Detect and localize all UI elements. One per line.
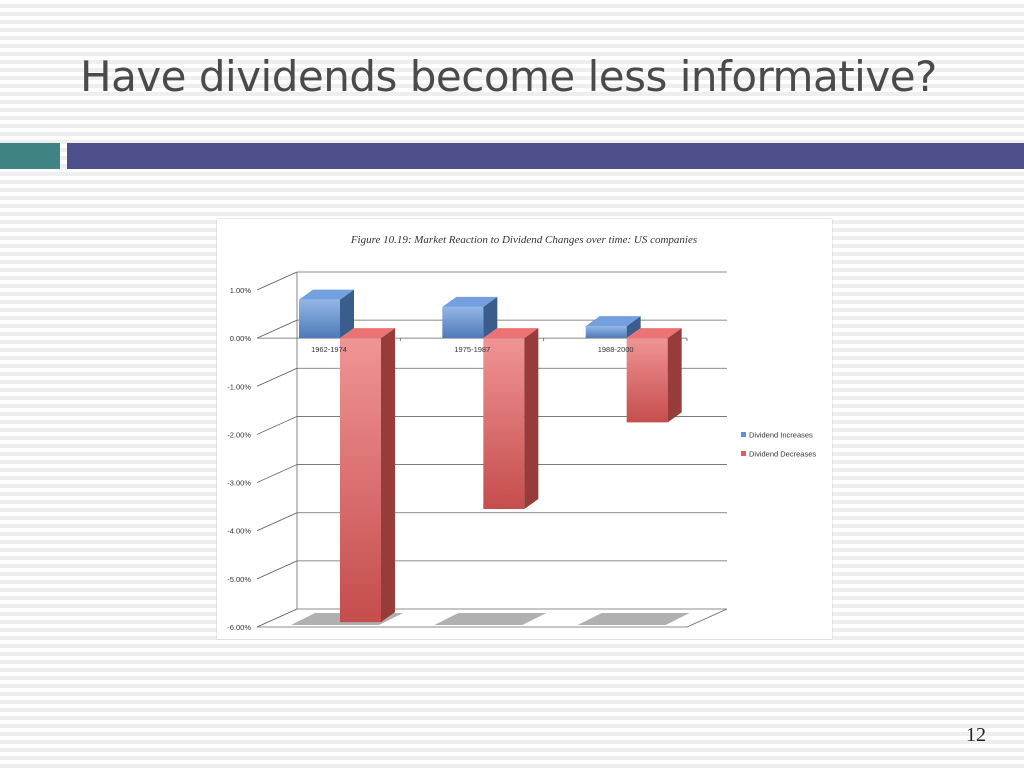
floor-shadow bbox=[434, 613, 547, 625]
gridline-depth bbox=[256, 560, 298, 580]
bar-side bbox=[524, 328, 539, 510]
bar-side bbox=[626, 316, 641, 339]
legend-swatch bbox=[741, 451, 746, 456]
y-tick-label: -6.00% bbox=[227, 623, 251, 632]
chart-figure: Figure 10.19: Market Reaction to Dividen… bbox=[217, 219, 832, 639]
accent-bar-navy bbox=[67, 143, 1024, 169]
y-tick-label: -5.00% bbox=[227, 575, 251, 584]
bar-top bbox=[585, 316, 641, 327]
gridline-depth bbox=[256, 608, 298, 628]
gridline-depth bbox=[256, 416, 298, 435]
x-tick-label: 1962-1974 bbox=[311, 345, 347, 354]
y-tick-label: -3.00% bbox=[227, 479, 251, 488]
bar-side bbox=[381, 328, 395, 623]
accent-bar-teal bbox=[0, 143, 60, 169]
bar-increase bbox=[442, 306, 484, 339]
page-number: 12 bbox=[966, 724, 986, 746]
floor-right-edge bbox=[686, 608, 728, 628]
bar-increase bbox=[585, 326, 627, 339]
bar-increase bbox=[299, 299, 340, 339]
bar-top bbox=[442, 296, 498, 307]
x-tick-label: 1975-1987 bbox=[454, 345, 490, 354]
bar-decrease bbox=[483, 338, 525, 510]
legend-label: Dividend Decreases bbox=[749, 450, 816, 459]
bar-decrease bbox=[340, 338, 381, 623]
bar-top bbox=[483, 328, 539, 339]
bar-side bbox=[340, 289, 354, 339]
chart-canvas: Figure 10.19: Market Reaction to Dividen… bbox=[227, 234, 816, 632]
bar-decrease bbox=[626, 338, 668, 423]
legend-label: Dividend Increases bbox=[749, 431, 813, 440]
y-tick-label: -1.00% bbox=[227, 382, 251, 391]
bar-top bbox=[340, 328, 395, 339]
y-tick-label: 0.00% bbox=[230, 334, 252, 343]
bar-side bbox=[483, 296, 498, 339]
gridline-depth bbox=[256, 367, 298, 387]
bar-top bbox=[626, 328, 682, 339]
gridline-depth bbox=[256, 271, 298, 291]
bar-top bbox=[299, 289, 354, 300]
y-tick-label: 1.00% bbox=[230, 286, 252, 295]
y-tick-label: -4.00% bbox=[227, 527, 251, 536]
floor-shadow bbox=[577, 613, 690, 625]
slide-title: Have dividends become less informative? bbox=[80, 52, 937, 101]
gridline-depth bbox=[256, 319, 298, 339]
legend-swatch bbox=[741, 432, 746, 437]
gridline-depth bbox=[256, 512, 298, 532]
chart-title: Figure 10.19: Market Reaction to Dividen… bbox=[350, 234, 697, 246]
x-tick-label: 1988-2000 bbox=[598, 345, 634, 354]
bar-side bbox=[667, 328, 682, 423]
gridline-depth bbox=[256, 464, 298, 483]
y-tick-label: -2.00% bbox=[227, 430, 251, 439]
